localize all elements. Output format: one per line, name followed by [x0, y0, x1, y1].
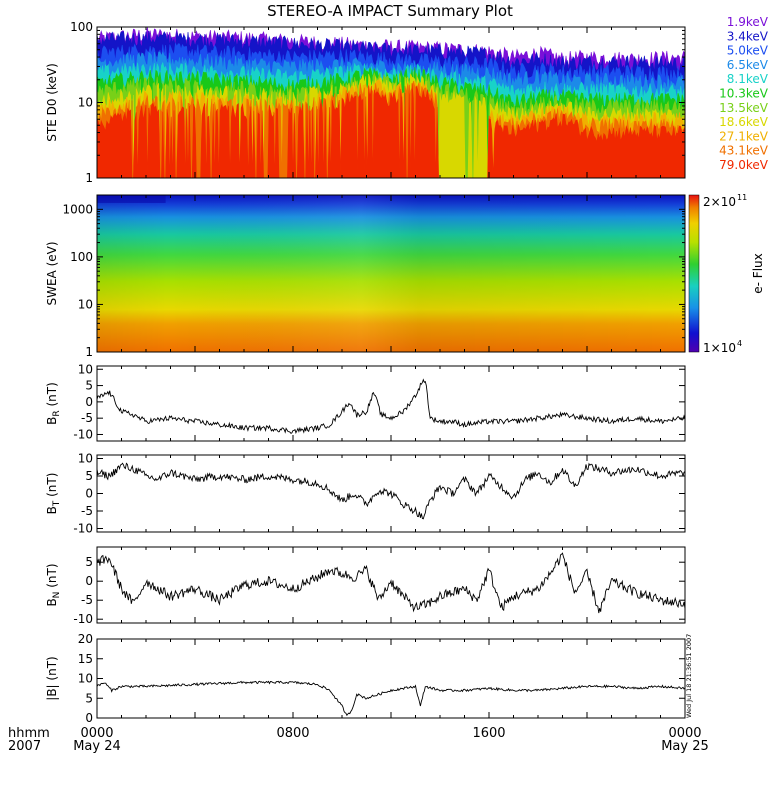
x-tick-label: 0000 [80, 726, 113, 741]
bn-ylabel-main: B [45, 598, 59, 606]
br-ytick-label: 0 [85, 395, 93, 409]
ste-legend-10.3keV: 10.3keV [719, 87, 769, 101]
ste-legend-43.1keV: 43.1keV [719, 144, 769, 158]
bt-ytick-label: -5 [81, 504, 93, 518]
colorbar-max-label: 2×10 [703, 195, 736, 209]
bn-ytick-label: 0 [85, 574, 93, 588]
ste-legend-5.0keV: 5.0keV [727, 44, 769, 58]
year-label: 2007 [8, 739, 41, 754]
x-date-label: May 24 [73, 739, 121, 754]
br-ytick-label: 10 [78, 362, 93, 376]
swea-colorbar [688, 194, 700, 353]
bmag-ylabel: |B| (nT) [45, 656, 59, 700]
bn-frame [96, 546, 686, 624]
swea-spectrogram-shade [97, 195, 685, 352]
ste-legend-27.1keV: 27.1keV [719, 129, 769, 143]
bmag-ylabel-main: |B| (nT) [45, 656, 59, 700]
swea-ytick-label: 10 [78, 297, 93, 311]
colorbar-min-exp: 4 [737, 339, 742, 348]
bmag-ytick-label: 20 [78, 632, 93, 646]
x-date-label: May 25 [661, 739, 709, 754]
br-series-line [97, 378, 685, 435]
bmag-ytick-label: 10 [78, 672, 93, 686]
ste-legend-1.9keV: 1.9keV [727, 15, 769, 29]
ste-legend-3.4keV: 3.4keV [727, 29, 769, 43]
swea-ytick-label: 100 [70, 250, 93, 264]
br-ytick-label: -10 [73, 427, 93, 441]
swea-ytick-label: 1000 [62, 202, 93, 216]
bn-ylabel-sub: N [52, 592, 62, 599]
x-tick-label: 0800 [276, 726, 309, 741]
ste-series-79.0keV [97, 83, 685, 178]
br-frame [96, 365, 686, 442]
br-ylabel-unit: (nT) [45, 382, 59, 410]
bmag-ytick-label: 0 [85, 711, 93, 725]
bt-ytick-label: -10 [73, 522, 93, 536]
bt-ylabel: BT (nT) [45, 473, 62, 515]
bt-ylabel-main: B [45, 506, 59, 514]
bmag-series-line [97, 680, 685, 717]
x-tick-label: 0000 [668, 726, 701, 741]
ste-ylabel-main: STE D0 (keV) [45, 63, 59, 142]
colorbar-label: e- Flux [751, 253, 765, 293]
br-ylabel-sub: R [52, 410, 62, 416]
bmag-frame [96, 638, 686, 719]
swea-early-band [97, 195, 166, 203]
bmag-ytick-label: 5 [85, 691, 93, 705]
bn-ytick-label: 5 [85, 555, 93, 569]
br-ytick-label: 5 [85, 379, 93, 393]
bn-ylabel: BN (nT) [45, 563, 62, 606]
br-ylabel: BR (nT) [45, 382, 62, 425]
x-tick-label: 1600 [472, 726, 505, 741]
swea-ylabel-main: SWEA (eV) [45, 241, 59, 305]
bt-ytick-label: 5 [85, 469, 93, 483]
timestamp-stamp: Wed Jul 18 21:36:51 2007 [685, 634, 693, 718]
bt-series-line [97, 462, 685, 520]
br-ylabel-main: B [45, 417, 59, 425]
ste-legend-8.1keV: 8.1keV [727, 72, 769, 86]
bn-series-line [97, 552, 685, 614]
bt-ylabel-unit: (nT) [45, 473, 59, 501]
hhmm-label: hhmm [8, 726, 50, 741]
ste-legend-79.0keV: 79.0keV [719, 158, 769, 172]
ste-legend-18.6keV: 18.6keV [719, 115, 769, 129]
bt-ytick-label: 0 [85, 487, 93, 501]
ste-ytick-label: 10 [78, 96, 93, 110]
bt-ytick-label: 10 [78, 452, 93, 466]
bn-ytick-label: -10 [73, 612, 93, 626]
colorbar-max-exp: 11 [737, 193, 747, 202]
swea-ylabel: SWEA (eV) [45, 241, 59, 305]
bn-ytick-label: -5 [81, 593, 93, 607]
ste-plot-area [97, 27, 685, 178]
colorbar-min-label: 1×10 [703, 341, 736, 355]
ste-ytick-label: 100 [70, 20, 93, 34]
figure-title: STEREO-A IMPACT Summary Plot [267, 2, 513, 20]
ste-legend-13.5keV: 13.5keV [719, 101, 769, 115]
bmag-ytick-label: 15 [78, 652, 93, 666]
br-ytick-label: -5 [81, 411, 93, 425]
swea-ytick-label: 1 [85, 345, 93, 359]
bt-ylabel-sub: T [52, 500, 62, 507]
ste-ytick-label: 1 [85, 171, 93, 185]
bn-ylabel-unit: (nT) [45, 563, 59, 591]
ste-legend-6.5keV: 6.5keV [727, 58, 769, 72]
ste-ylabel: STE D0 (keV) [45, 63, 59, 142]
